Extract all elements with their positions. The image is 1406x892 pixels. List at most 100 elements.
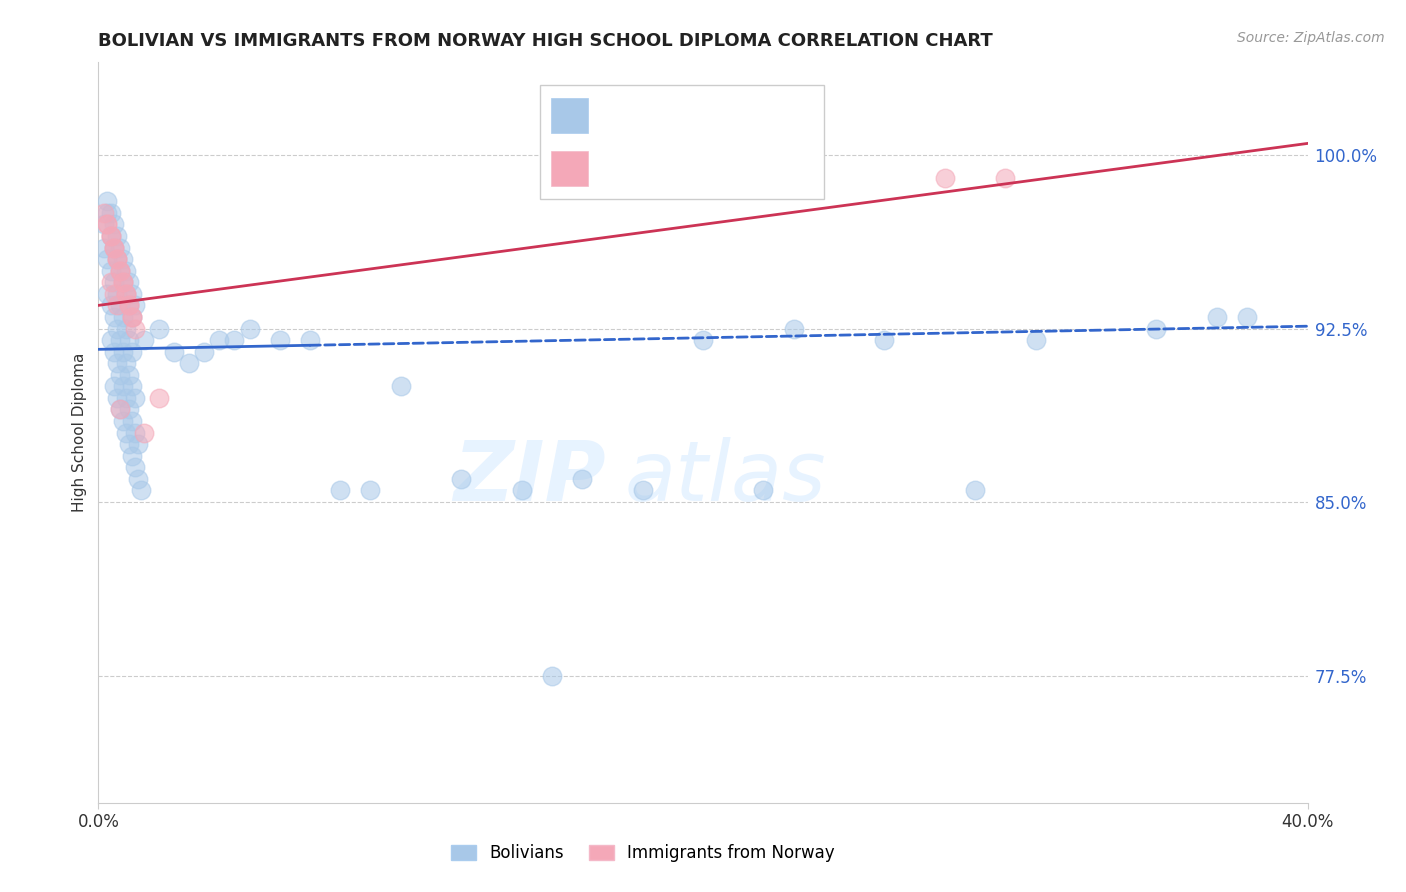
Text: ZIP: ZIP [454, 436, 606, 517]
Point [100, 229, 122, 244]
Point [105, 298, 128, 312]
Point [108, 263, 131, 277]
Point [571, 472, 593, 486]
Legend: Bolivians, Immigrants from Norway: Bolivians, Immigrants from Norway [444, 838, 841, 869]
Y-axis label: High School Diploma: High School Diploma [72, 353, 87, 512]
Point [132, 425, 155, 440]
Point [239, 321, 262, 335]
Point [93, 218, 115, 232]
Point [299, 333, 322, 347]
Point [108, 333, 131, 347]
Point [179, 356, 201, 370]
Point [752, 483, 775, 498]
Point [111, 310, 134, 324]
Point [100, 275, 122, 289]
Point [124, 321, 146, 335]
Point [105, 391, 128, 405]
Point [121, 344, 143, 359]
Point [118, 437, 141, 451]
Point [114, 391, 136, 405]
Point [105, 252, 128, 266]
Point [103, 240, 125, 255]
Point [105, 321, 128, 335]
Text: Source: ZipAtlas.com: Source: ZipAtlas.com [1237, 31, 1385, 45]
Point [148, 321, 170, 335]
Point [103, 240, 125, 255]
Point [163, 344, 186, 359]
Point [105, 252, 128, 266]
Text: BOLIVIAN VS IMMIGRANTS FROM NORWAY HIGH SCHOOL DIPLOMA CORRELATION CHART: BOLIVIAN VS IMMIGRANTS FROM NORWAY HIGH … [98, 32, 993, 50]
Point [118, 298, 141, 312]
Point [124, 298, 146, 312]
Point [114, 263, 136, 277]
Point [193, 344, 215, 359]
Point [96, 286, 118, 301]
Point [510, 483, 533, 498]
Point [100, 263, 122, 277]
Point [118, 298, 141, 312]
Point [118, 368, 141, 382]
Point [108, 240, 131, 255]
Point [108, 263, 131, 277]
Point [105, 229, 128, 244]
Point [100, 298, 122, 312]
Point [124, 425, 146, 440]
Point [96, 252, 118, 266]
Point [114, 286, 136, 301]
Point [224, 333, 246, 347]
Point [994, 171, 1017, 186]
Point [118, 298, 141, 312]
Point [111, 275, 134, 289]
Point [118, 333, 141, 347]
Point [111, 344, 134, 359]
Point [96, 206, 118, 220]
Point [540, 668, 562, 682]
Point [124, 460, 146, 475]
Point [121, 286, 143, 301]
Point [105, 252, 128, 266]
Point [121, 310, 143, 324]
Point [100, 206, 122, 220]
Point [631, 483, 654, 498]
Point [103, 240, 125, 255]
Point [873, 333, 896, 347]
Point [121, 414, 143, 428]
Point [208, 333, 231, 347]
Point [389, 379, 412, 393]
Point [108, 368, 131, 382]
Point [96, 218, 118, 232]
Point [934, 171, 956, 186]
Point [127, 437, 149, 451]
Point [1206, 310, 1229, 324]
Text: atlas: atlas [624, 436, 827, 517]
Point [783, 321, 806, 335]
Point [103, 310, 125, 324]
Point [103, 379, 125, 393]
Point [121, 310, 143, 324]
Point [105, 286, 128, 301]
Point [108, 402, 131, 417]
Point [111, 252, 134, 266]
Point [100, 229, 122, 244]
Point [111, 275, 134, 289]
Point [114, 286, 136, 301]
Point [127, 472, 149, 486]
Point [129, 483, 152, 498]
Point [105, 356, 128, 370]
Point [93, 206, 115, 220]
Point [100, 333, 122, 347]
Point [108, 402, 131, 417]
Point [121, 379, 143, 393]
Point [114, 425, 136, 440]
Point [111, 275, 134, 289]
Point [692, 333, 714, 347]
Point [121, 310, 143, 324]
Point [360, 483, 382, 498]
Point [96, 194, 118, 209]
Point [111, 379, 134, 393]
Point [103, 275, 125, 289]
Point [121, 449, 143, 463]
Point [100, 229, 122, 244]
Point [114, 286, 136, 301]
Point [118, 275, 141, 289]
